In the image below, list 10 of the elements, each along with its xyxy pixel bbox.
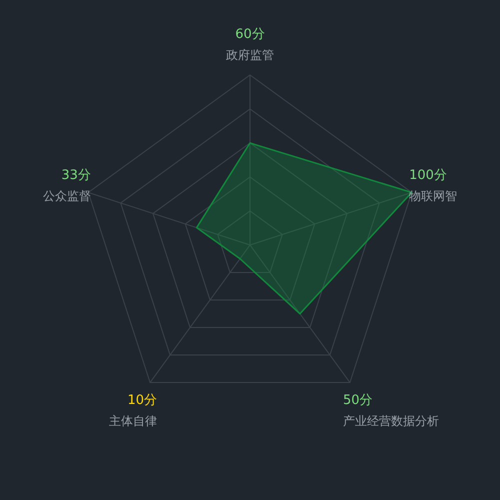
text: 33分 (61, 168, 91, 183)
text: 10分 (127, 393, 158, 408)
spoke-label: 产业经营数据分析 (342, 414, 439, 428)
spoke-label: 物联网智 (409, 188, 458, 203)
text: 60分 (235, 27, 265, 42)
text: 100分 (409, 168, 447, 183)
spoke-label: 主体自律 (109, 414, 158, 428)
spoke-label: 公众监督 (42, 188, 91, 203)
text: 50分 (342, 393, 373, 408)
spoke-label: 政府监管 (226, 48, 274, 62)
